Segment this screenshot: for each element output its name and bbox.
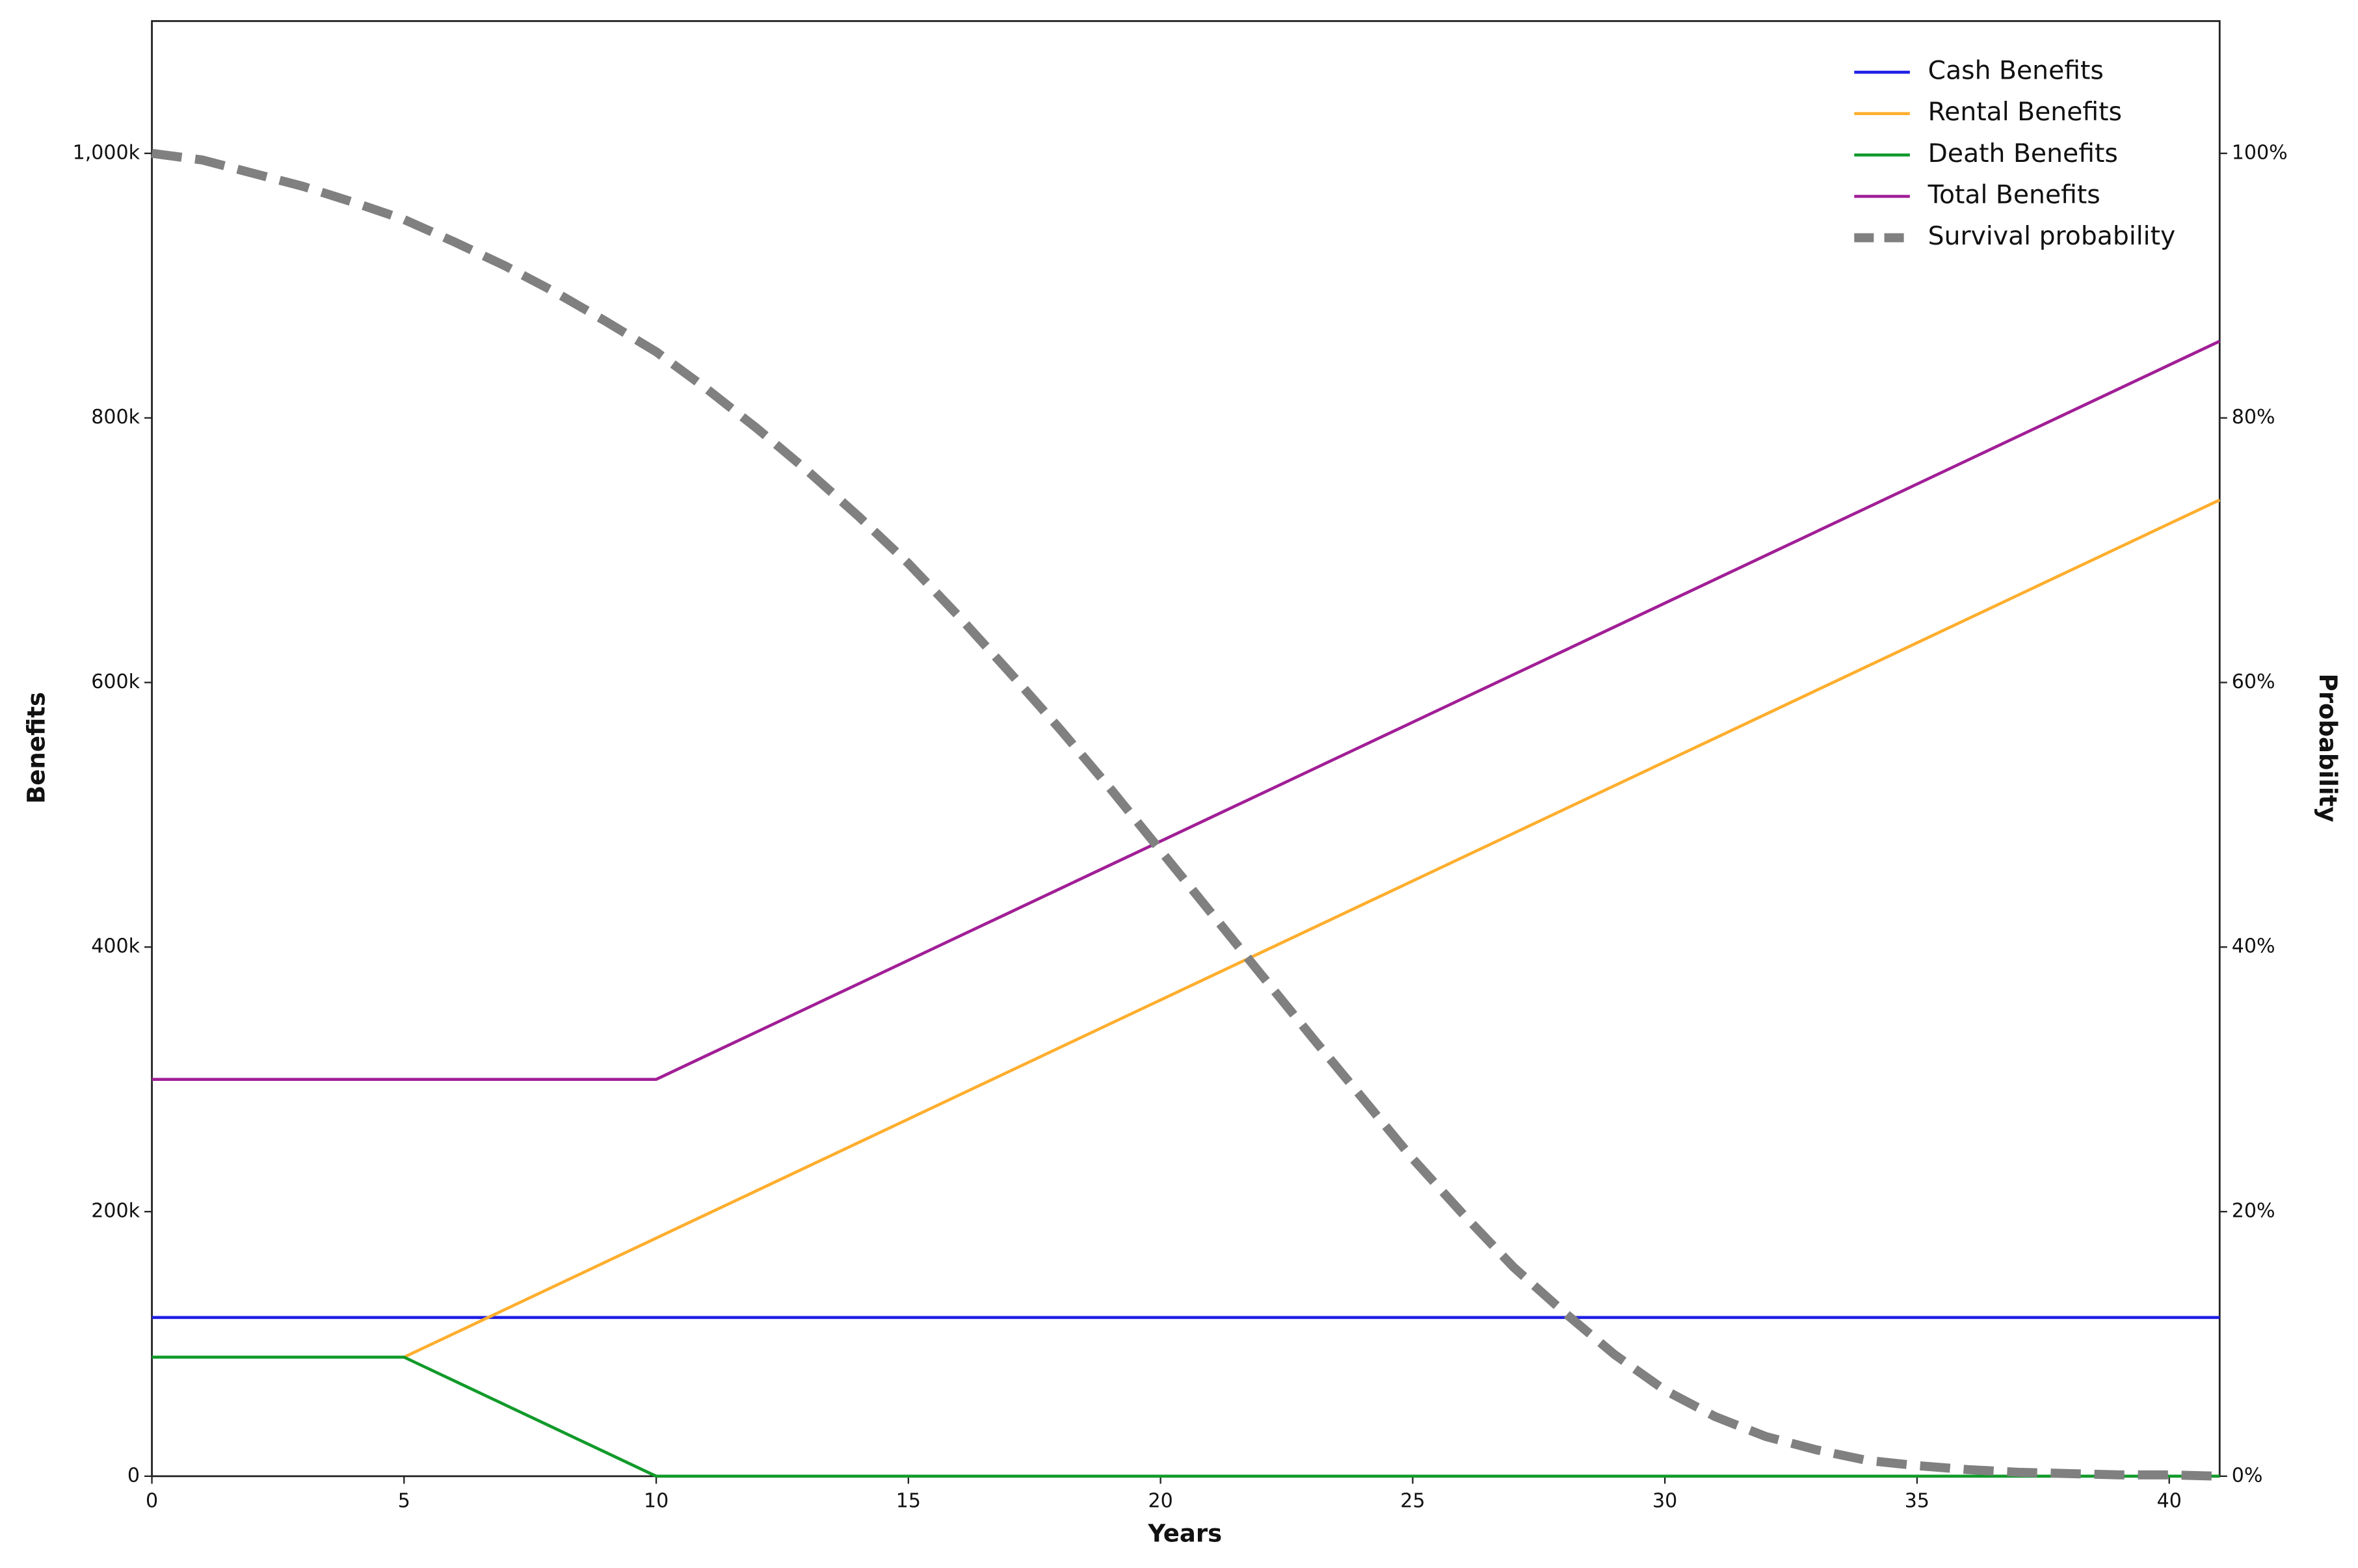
legend-label: Rental Benefits <box>1928 98 2122 127</box>
x-tick-label: 30 <box>1652 1490 1677 1513</box>
y2-axis-label: Probability <box>2314 674 2342 823</box>
y2-tick-label: 80% <box>2232 406 2275 429</box>
series-line <box>151 148 2220 1481</box>
y-tick-label: 1,000k <box>73 141 140 164</box>
x-tick-label: 0 <box>146 1490 158 1513</box>
y2-tick-label: 40% <box>2232 935 2275 958</box>
y-tick-label: 200k <box>91 1200 140 1223</box>
y2-tick-label: 60% <box>2232 671 2275 693</box>
y-tick-label: 400k <box>91 935 140 958</box>
x-axis-label: Years <box>1147 1520 1222 1548</box>
y-tick-label: 800k <box>91 406 140 429</box>
series-line <box>152 339 2221 1081</box>
y2-tick-label: 0% <box>2232 1464 2263 1487</box>
x-tick-label: 15 <box>896 1490 921 1513</box>
x-tick-label: 25 <box>1400 1490 1425 1513</box>
legend-label: Death Benefits <box>1928 139 2118 168</box>
legend-label: Total Benefits <box>1927 180 2100 209</box>
legend-label: Survival probability <box>1928 222 2176 251</box>
x-tick-label: 10 <box>644 1490 669 1513</box>
series-line <box>152 1355 2220 1478</box>
y2-tick-label: 20% <box>2232 1200 2275 1223</box>
y2-tick-label: 100% <box>2232 141 2288 164</box>
y-tick-label: 0 <box>127 1464 140 1487</box>
series-line <box>403 498 2221 1359</box>
x-tick-label: 40 <box>2157 1490 2182 1513</box>
y-axis-label: Benefits <box>22 692 50 804</box>
plot-frame <box>151 20 2221 1478</box>
x-tick-label: 20 <box>1148 1490 1173 1513</box>
x-tick-label: 5 <box>398 1490 410 1513</box>
x-tick-label: 35 <box>1905 1490 1929 1513</box>
y-tick-label: 600k <box>91 671 140 693</box>
legend-label: Cash Benefits <box>1928 57 2104 86</box>
